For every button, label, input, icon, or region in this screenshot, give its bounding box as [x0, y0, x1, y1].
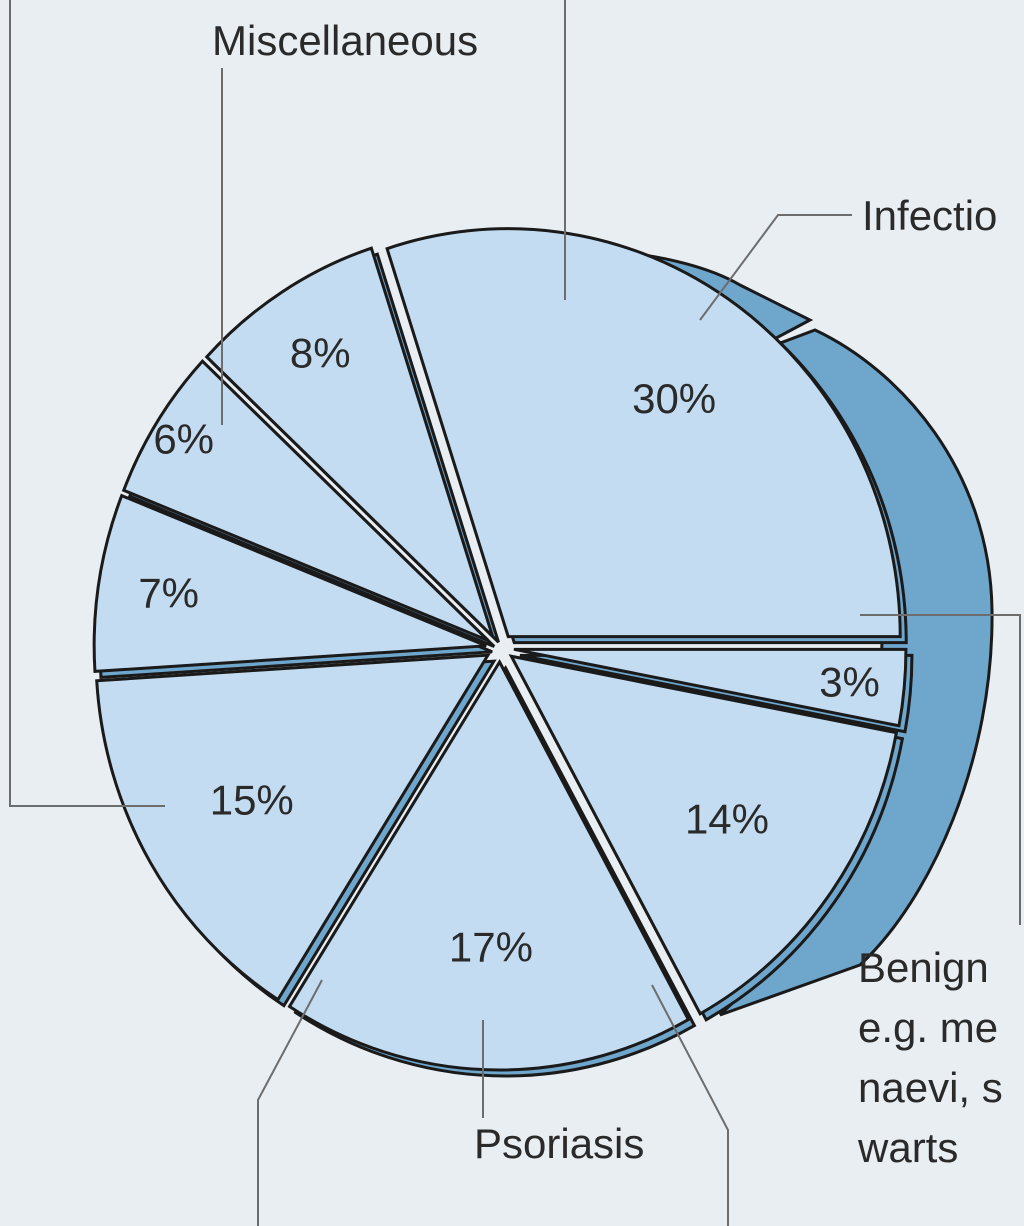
annotation-infections: Infectio	[862, 192, 997, 239]
annotation-benign-line-3: naevi, s	[858, 1064, 1003, 1111]
leader-line-8	[651, 984, 729, 1226]
annotation-miscellaneous: Miscellaneous	[212, 17, 478, 64]
pie-slice-label-7: 8%	[290, 330, 351, 377]
leader-line-infections	[699, 214, 852, 321]
leader-line-left	[9, 0, 165, 807]
annotation-benign-line-4: warts	[857, 1124, 958, 1171]
leader-line-7	[257, 979, 323, 1226]
leader-line-benign	[860, 614, 1021, 925]
pie-slice-4	[95, 653, 491, 1002]
pie-slice-label-4: 15%	[210, 777, 294, 824]
pie-slice-label-0: 30%	[632, 375, 716, 422]
annotation-benign-line-1: Benign	[858, 944, 989, 991]
pie-slice-label-1: 3%	[819, 658, 880, 705]
pie-slice-0	[385, 227, 902, 639]
pie-slice-3	[287, 658, 691, 1072]
pie-slice-label-3: 17%	[449, 923, 533, 970]
annotation-psoriasis: Psoriasis	[474, 1120, 644, 1167]
annotation-benign-line-2: e.g. me	[858, 1004, 998, 1051]
pie-slice-5	[92, 493, 487, 674]
pie-slice-2	[508, 654, 899, 1016]
pie-slice-label-6: 6%	[153, 415, 214, 462]
pie-slice-label-2: 14%	[685, 795, 769, 842]
pie-slice-6	[121, 359, 490, 642]
pie-slice-7	[204, 246, 494, 638]
pie-slice-label-5: 7%	[138, 569, 199, 616]
pie-slice-1	[513, 647, 908, 728]
